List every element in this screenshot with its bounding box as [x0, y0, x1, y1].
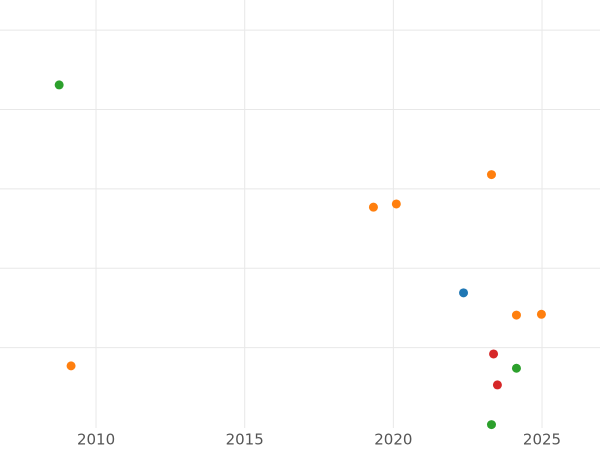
point [368, 202, 378, 212]
point [511, 363, 521, 373]
point [486, 420, 496, 430]
point [536, 309, 546, 319]
point [486, 170, 496, 180]
point [489, 349, 499, 359]
x-tick-label: 2010 [77, 431, 115, 449]
point [66, 361, 76, 371]
point [511, 310, 521, 320]
point [459, 288, 469, 298]
x-tick-label: 2015 [226, 431, 264, 449]
point [54, 80, 64, 90]
x-tick-label: 2020 [374, 431, 412, 449]
point [391, 199, 401, 209]
x-tick-label: 2025 [523, 431, 561, 449]
point [492, 380, 502, 390]
